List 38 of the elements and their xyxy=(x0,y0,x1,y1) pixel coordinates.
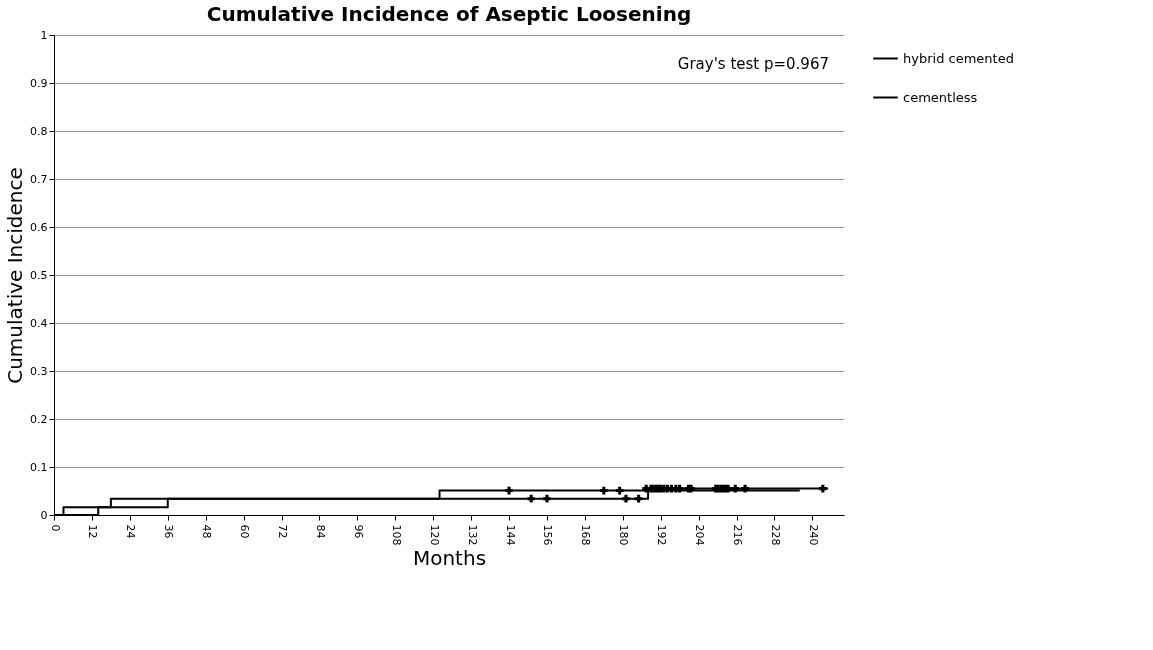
y-tick-label: 0.3 xyxy=(30,364,48,378)
chart-title: Cumulative Incidence of Aseptic Loosening xyxy=(206,2,692,26)
x-tick-label: 0 xyxy=(48,524,62,532)
x-tick-label: 192 xyxy=(655,524,669,546)
x-tick-label: 180 xyxy=(617,524,631,546)
x-tick-label: 156 xyxy=(541,524,555,546)
x-tick-label: 204 xyxy=(693,524,707,546)
x-tick-label: 132 xyxy=(465,524,479,546)
x-tick-label: 120 xyxy=(427,524,441,546)
x-tick-label: 240 xyxy=(806,524,820,546)
y-tick-label: 0.7 xyxy=(30,172,48,186)
y-tick-label: 0.8 xyxy=(30,124,48,138)
x-tick-label: 216 xyxy=(731,524,745,546)
y-tick-label: 0.5 xyxy=(30,268,48,282)
x-tick-label: 84 xyxy=(313,524,327,539)
x-tick-label: 96 xyxy=(351,524,365,539)
legend-label: cementless xyxy=(903,89,978,105)
y-tick-label: 0.4 xyxy=(30,316,48,330)
y-tick-label: 0.6 xyxy=(30,220,48,234)
y-tick-label: 0 xyxy=(40,508,48,522)
x-tick-label: 36 xyxy=(162,524,176,539)
x-tick-label: 12 xyxy=(86,524,100,539)
x-tick-label: 24 xyxy=(124,524,138,539)
y-tick-label: 0.9 xyxy=(30,76,48,90)
y-tick-label: 1 xyxy=(40,28,48,42)
x-axis-title: Months xyxy=(412,546,487,571)
x-tick-label: 108 xyxy=(389,524,403,546)
y-axis-title: Cumulative Incidence xyxy=(3,167,28,384)
x-tick-label: 228 xyxy=(768,524,782,546)
y-tick-label: 0.1 xyxy=(30,460,48,474)
legend-label: hybrid cemented xyxy=(903,50,1014,66)
y-tick-label: 0.2 xyxy=(30,412,48,426)
x-tick-label: 48 xyxy=(200,524,214,539)
x-tick-label: 144 xyxy=(503,524,517,546)
x-tick-label: 168 xyxy=(579,524,593,546)
x-tick-label: 60 xyxy=(238,524,252,539)
annotation: Gray's test p=0.967 xyxy=(677,55,829,73)
x-tick-label: 72 xyxy=(276,524,290,539)
